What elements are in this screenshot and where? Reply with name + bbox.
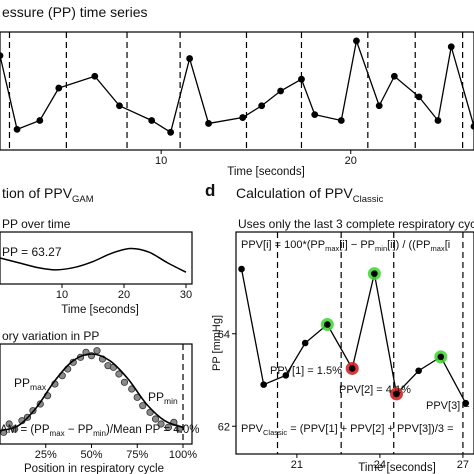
panel-d-y-axis-label: PP [mmHg]	[211, 315, 223, 371]
c2-point-26	[157, 420, 165, 428]
ppv-classic-formula: PPVClassic = (PPV[1] + PPV[2] + PPV[3])/…	[241, 423, 454, 437]
panel-d-subtitle: Uses only the last 3 complete respirator…	[238, 217, 474, 231]
top-point-5	[116, 102, 123, 110]
c1-x-tick-label-1: 20	[118, 289, 130, 301]
c1-gam-curve	[0, 247, 187, 273]
c2-x-tick-label-1: 50%	[80, 449, 102, 461]
c2-x-tick-label-3: 100%	[169, 449, 197, 461]
c2-point-1	[5, 420, 13, 428]
d-point-8	[415, 367, 422, 375]
panel-d-letter: d	[205, 181, 215, 200]
c2-fit-curve	[0, 353, 184, 432]
top-point-15	[337, 117, 345, 124]
c2-point-19	[115, 370, 123, 378]
ppv2-label: PPV[2] = 4.1%	[339, 384, 411, 396]
top-point-0	[0, 52, 4, 59]
top-panel-frame	[0, 31, 474, 151]
ppv-gam-formula: AM = (PPmax − PPmin)/Mean PP = 4.0%	[0, 424, 199, 438]
d-y-tick-label-0: 62	[218, 421, 230, 433]
top-point-13	[298, 75, 305, 83]
top-point-9	[205, 120, 212, 127]
d-point-3	[301, 339, 309, 347]
panel-c-title: tion of PPVGAM	[2, 185, 94, 205]
pp-min-label: PPmin	[148, 390, 178, 406]
d-point-7	[393, 390, 400, 398]
top-point-4	[91, 72, 99, 80]
d-y-tick-label-1: 64	[218, 329, 230, 341]
top-panel: essure (PP) time series 10 20 Time [secon…	[0, 4, 474, 178]
panel-d: d Calculation of PPVClassic Uses only th…	[205, 181, 474, 474]
top-point-10	[239, 114, 247, 121]
top-point-6	[148, 117, 156, 124]
d-point-10	[462, 399, 469, 407]
d-point-9	[437, 353, 445, 361]
panel-d-title: Calculation of PPVClassic	[236, 185, 384, 205]
d-x-tick-label-2: 27	[457, 459, 469, 471]
c2-point-25	[151, 415, 160, 423]
d-point-4	[324, 321, 331, 328]
top-point-14	[311, 111, 319, 118]
d-series-line	[240, 268, 467, 404]
pp-max-label: PPmax	[14, 376, 47, 392]
c2-point-23	[139, 402, 147, 410]
top-plot: 10 20	[0, 32, 474, 167]
top-point-8	[186, 55, 194, 62]
d-x-tick-label-1: 24	[374, 459, 386, 471]
top-point-16	[353, 37, 360, 45]
top-point-17	[375, 102, 383, 110]
d-x-tick-label-0: 21	[291, 459, 303, 471]
panel-c1-frame	[0, 231, 193, 285]
panel-c1-plot: 10 20 30	[0, 247, 192, 301]
ppv3-label: PPV[3] = 2.1	[426, 400, 474, 412]
top-point-22	[470, 123, 474, 130]
d-point-1	[260, 381, 267, 388]
d-point-2	[282, 372, 290, 379]
top-point-11	[258, 102, 266, 110]
top-x-axis-label: Time [seconds]	[227, 166, 305, 178]
panel-c2-x-axis-label: Position in respiratory cycle	[24, 463, 164, 474]
c1-x-tick-label-2: 30	[180, 289, 192, 301]
d-point-6	[371, 270, 378, 277]
top-point-18	[390, 72, 398, 80]
panel-d-plot: 21 24 27 62 64	[218, 232, 469, 471]
c2-point-27	[164, 423, 172, 431]
d-point-0	[238, 265, 245, 273]
top-point-3	[55, 84, 63, 92]
panel-c2-subtitle: ory variation in PP	[2, 329, 99, 343]
top-point-21	[447, 43, 455, 51]
top-series-line	[0, 38, 474, 134]
panel-c1-ppv-label: PP = 63.27	[2, 245, 62, 259]
top-point-1	[13, 125, 21, 133]
c2-x-tick-label-0: 25%	[35, 449, 57, 461]
top-point-19	[415, 93, 423, 101]
top-point-20	[434, 117, 442, 124]
c2-point-15	[93, 347, 101, 355]
panel-d-x-axis-label: Time [seconds]	[358, 462, 436, 474]
c1-x-tick-label-0: 10	[56, 289, 68, 301]
top-point-7	[167, 128, 175, 136]
panel-c1-subtitle: PP over time	[2, 217, 71, 231]
panel-c2-frame	[0, 343, 193, 445]
panel-d-frame	[235, 231, 474, 455]
top-x-tick-label-1: 20	[345, 155, 357, 167]
panel-c: tion of PPVGAM PP over time PP = 63.27 1…	[0, 185, 199, 474]
top-point-2	[36, 117, 44, 124]
top-panel-title: essure (PP) time series	[2, 4, 147, 20]
top-point-12	[277, 87, 285, 95]
c2-point-20	[120, 378, 129, 386]
ppv-i-formula: PPV[i] = 100*(PPmax[i] − PPmin[i]) / ((P…	[241, 239, 450, 253]
c2-x-tick-label-2: 75%	[126, 449, 148, 461]
d-point-5	[348, 365, 356, 372]
panel-c2-plot: 25% 50% 75% 100%	[0, 344, 197, 461]
ppv1-label: PPV[1] = 1.5%	[270, 365, 342, 377]
top-x-tick-label-0: 10	[155, 155, 167, 167]
panel-c1-x-axis-label: Time [seconds]	[61, 304, 139, 316]
